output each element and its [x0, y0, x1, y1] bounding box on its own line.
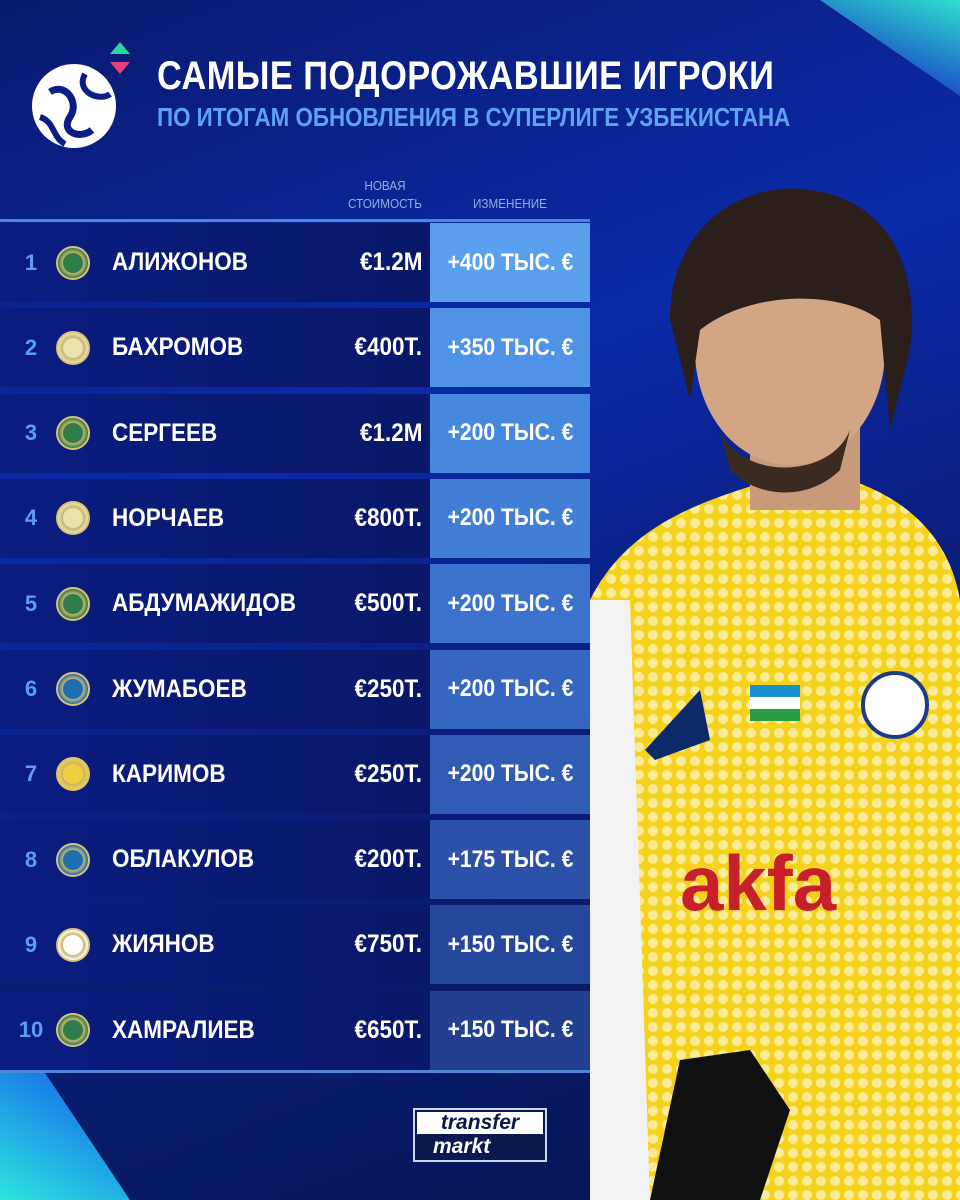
- league-logo-icon: [32, 64, 116, 148]
- new-value: €750T.: [354, 930, 422, 959]
- player-name: БАХРОМОВ: [112, 333, 244, 362]
- table-row: 1 АЛИЖОНОВ €1.2M +400 ТЫС. €: [0, 223, 590, 302]
- player-name: ЖИЯНОВ: [112, 930, 215, 959]
- up-down-arrows-icon: [110, 42, 130, 74]
- rank: 8: [24, 846, 38, 872]
- value-change-text: +200 ТЫС. €: [447, 760, 573, 788]
- club-crest-icon: [56, 501, 90, 536]
- new-value: €200T.: [354, 845, 422, 874]
- value-change-text: +175 ТЫС. €: [447, 845, 573, 873]
- value-change: +200 ТЫС. €: [430, 393, 590, 473]
- table-row: 9 ЖИЯНОВ €750T. +150 ТЫС. €: [0, 905, 590, 985]
- club-crest-icon: [56, 927, 90, 962]
- player-name: ОБЛАКУЛОВ: [112, 845, 255, 874]
- rank: 10: [18, 1017, 44, 1043]
- value-change-text: +400 ТЫС. €: [447, 248, 573, 276]
- club-crest-icon: [56, 245, 90, 280]
- table-row: 7 КАРИМОВ €250T. +200 ТЫС. €: [0, 734, 590, 814]
- table-row: 10 ХАМРАЛИЕВ €650T. +150 ТЫС. €: [0, 990, 590, 1070]
- page-subtitle: ПО ИТОГАМ ОБНОВЛЕНИЯ В СУПЕРЛИГЕ УЗБЕКИС…: [157, 102, 791, 132]
- decorative-glow: [0, 1060, 130, 1200]
- rank: 4: [24, 505, 38, 531]
- value-change-text: +350 ТЫС. €: [447, 333, 573, 361]
- rank: 3: [24, 420, 38, 446]
- rank: 5: [24, 590, 38, 616]
- column-header-change: ИЗМЕНЕНИЕ: [473, 196, 547, 211]
- rank: 9: [24, 931, 38, 957]
- club-crest-icon: [56, 330, 90, 365]
- club-crest-icon: [56, 586, 90, 621]
- club-crest-icon: [56, 1013, 90, 1048]
- player-name: КАРИМОВ: [112, 759, 226, 788]
- new-value: €800T.: [354, 503, 422, 532]
- new-value: €250T.: [354, 759, 422, 788]
- column-header-value: НОВАЯ СТОИМОСТЬ: [340, 177, 430, 213]
- value-change: +200 ТЫС. €: [430, 734, 590, 814]
- divider: [0, 219, 590, 222]
- table-row: 2 БАХРОМОВ €400T. +350 ТЫС. €: [0, 308, 590, 388]
- rank: 6: [24, 676, 38, 701]
- rank: 1: [24, 249, 38, 275]
- brand-line1: transfer: [417, 1112, 543, 1134]
- decorative-glow: [820, 0, 960, 96]
- new-value: €1.2M: [359, 418, 422, 447]
- jersey-sponsor: akfa: [680, 839, 837, 927]
- table-row: 4 НОРЧАЕВ €800T. +200 ТЫС. €: [0, 478, 590, 558]
- value-change: +400 ТЫС. €: [430, 223, 590, 302]
- value-change-text: +150 ТЫС. €: [447, 1016, 573, 1044]
- value-change-text: +200 ТЫС. €: [447, 504, 573, 532]
- value-change: +150 ТЫС. €: [430, 905, 590, 985]
- transfermarkt-logo: transfer markt: [413, 1108, 547, 1162]
- player-name: АБДУМАЖИДОВ: [112, 589, 297, 618]
- player-name: ХАМРАЛИЕВ: [112, 1015, 255, 1044]
- table-row: 6 ЖУМАБОЕВ €250T. +200 ТЫС. €: [0, 649, 590, 729]
- player-name: АЛИЖОНОВ: [112, 248, 249, 276]
- rank: 2: [24, 334, 38, 360]
- brand-line2: markt: [433, 1135, 491, 1158]
- club-crest-icon: [56, 672, 90, 706]
- value-change: +175 ТЫС. €: [430, 820, 590, 900]
- club-crest-icon: [56, 416, 90, 451]
- value-change: +200 ТЫС. €: [430, 564, 590, 644]
- new-value: €1.2M: [359, 248, 422, 276]
- value-change: +350 ТЫС. €: [430, 308, 590, 388]
- club-crest-icon: [56, 842, 90, 877]
- club-crest-icon: [56, 757, 90, 792]
- value-change: +150 ТЫС. €: [430, 990, 590, 1070]
- value-change-text: +200 ТЫС. €: [447, 675, 573, 702]
- divider: [0, 1070, 590, 1073]
- page-title: САМЫЕ ПОДОРОЖАВШИЕ ИГРОКИ: [157, 54, 775, 98]
- table-row: 8 ОБЛАКУЛОВ €200T. +175 ТЫС. €: [0, 820, 590, 900]
- table-row: 5 АБДУМАЖИДОВ €500T. +200 ТЫС. €: [0, 564, 590, 644]
- new-value: €500T.: [354, 589, 422, 618]
- value-change-text: +200 ТЫС. €: [447, 589, 573, 617]
- player-name: ЖУМАБОЕВ: [112, 674, 247, 703]
- player-name: НОРЧАЕВ: [112, 503, 225, 532]
- rank: 7: [24, 761, 38, 787]
- column-header-line: НОВАЯ: [364, 178, 406, 193]
- new-value: €250T.: [354, 674, 422, 703]
- player-photo: akfa: [590, 188, 960, 1200]
- column-header-line: СТОИМОСТЬ: [348, 196, 422, 211]
- new-value: €400T.: [354, 333, 422, 362]
- value-change: +200 ТЫС. €: [430, 649, 590, 729]
- value-change-text: +200 ТЫС. €: [447, 419, 573, 447]
- value-change: +200 ТЫС. €: [430, 478, 590, 558]
- value-change-text: +150 ТЫС. €: [447, 930, 573, 958]
- player-name: СЕРГЕЕВ: [112, 418, 218, 447]
- table-row: 3 СЕРГЕЕВ €1.2M +200 ТЫС. €: [0, 393, 590, 473]
- new-value: €650T.: [354, 1015, 422, 1044]
